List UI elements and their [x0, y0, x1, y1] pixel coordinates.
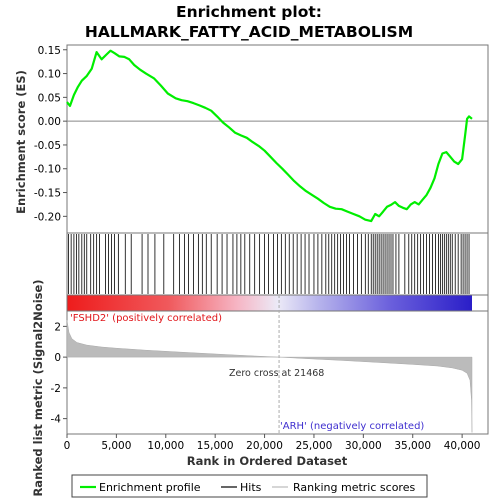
metric-axis-label: Ranked list metric (Signal2Noise) — [31, 279, 45, 496]
es-y-tick-label: 0.10 — [38, 69, 61, 81]
chart-title-line2: HALLMARK_FATTY_ACID_METABOLISM — [85, 23, 413, 41]
rank-color-bar — [67, 295, 472, 311]
x-tick-label: 15,000 — [197, 440, 234, 452]
es-y-tick-label: 0.15 — [38, 45, 61, 57]
x-tick-label: 5,000 — [101, 440, 131, 452]
metric-y-tick-label: -4 — [51, 414, 62, 426]
es-y-tick-label: -0.15 — [34, 188, 61, 200]
metric-panel-frame — [66, 310, 489, 435]
es-y-tick-label: 0.00 — [38, 116, 61, 128]
es-y-tick-label: -0.10 — [34, 164, 61, 176]
es-axis-label: Enrichment score (ES) — [14, 70, 28, 214]
es-y-tick-label: 0.05 — [38, 92, 61, 104]
legend-es-label: Enrichment profile — [99, 481, 201, 494]
negative-correlation-label: 'ARH' (negatively correlated) — [280, 421, 424, 432]
x-tick-label: 25,000 — [296, 440, 333, 452]
es-panel-frame — [66, 44, 489, 234]
metric-y-tick-label: 2 — [54, 321, 61, 333]
x-tick-label: 20,000 — [246, 440, 283, 452]
x-tick-label: 10,000 — [147, 440, 184, 452]
zero-cross-label: Zero cross at 21468 — [229, 368, 324, 379]
hits-markers — [68, 234, 470, 294]
legend-metric-label: Ranking metric scores — [293, 481, 415, 494]
es-y-tick-label: -0.20 — [34, 211, 61, 223]
metric-y-tick-label: 0 — [54, 352, 61, 364]
positive-correlation-label: 'FSHD2' (positively correlated) — [70, 313, 222, 324]
legend-hits-label: Hits — [240, 481, 262, 494]
x-tick-label: 30,000 — [345, 440, 382, 452]
x-tick-label: 35,000 — [394, 440, 431, 452]
enrichment-profile-line — [66, 49, 473, 223]
es-y-tick-label: -0.05 — [34, 140, 61, 152]
metric-y-tick-label: -2 — [51, 383, 61, 395]
chart-title-line1: Enrichment plot: — [176, 3, 322, 21]
legend-box — [71, 474, 428, 498]
x-tick-label: 0 — [64, 440, 71, 452]
x-tick-label: 40,000 — [444, 440, 481, 452]
ranking-metric-area — [66, 320, 473, 433]
x-axis-label: Rank in Ordered Dataset — [187, 454, 348, 468]
